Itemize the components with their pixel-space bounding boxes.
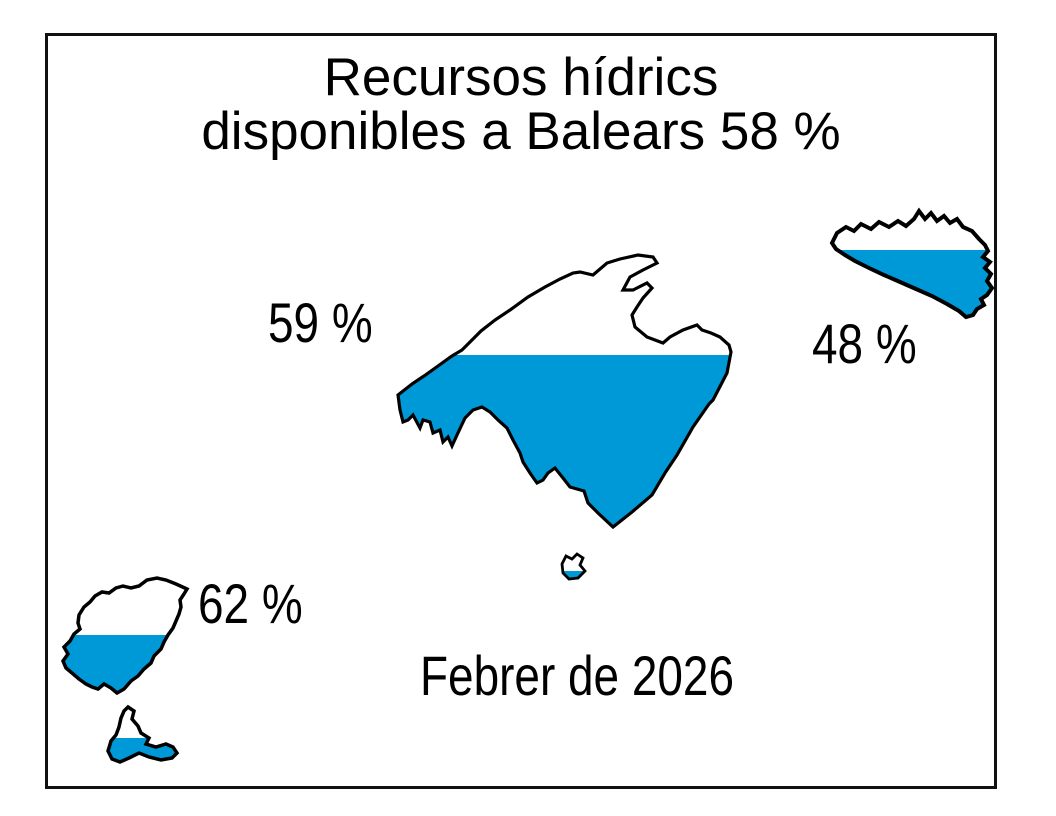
mallorca-water-level <box>398 355 731 527</box>
mallorca-island <box>396 253 733 529</box>
date-label: Febrer de 2026 <box>420 644 734 707</box>
formentera-island <box>106 705 179 764</box>
cabrera-water-level <box>562 571 585 579</box>
title-line-1: Recursos hídrics <box>323 48 719 107</box>
cabrera-island <box>560 552 587 581</box>
mallorca-percent-label: 59 % <box>268 291 373 354</box>
figure-title: Recursos hídrics disponibles a Balears 5… <box>45 51 997 159</box>
eivissa-percent-label: 62 % <box>198 572 303 635</box>
figure-border <box>45 33 997 789</box>
eivissa-island <box>61 576 189 695</box>
title-line-2: disponibles a Balears 58 % <box>201 102 841 161</box>
menorca-island <box>830 209 994 319</box>
menorca-percent-label: 48 % <box>812 312 917 375</box>
